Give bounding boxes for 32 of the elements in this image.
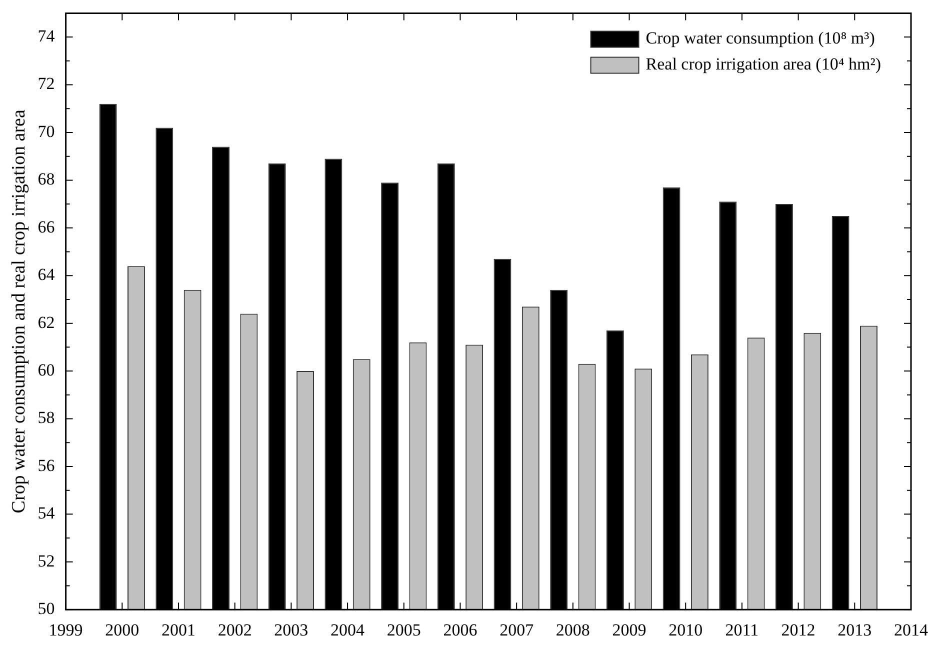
y-tick-label: 52	[38, 551, 55, 570]
y-axis-title: Crop water consumption and real crop irrigation area	[8, 109, 30, 514]
x-tick-label: 2000	[105, 620, 140, 640]
y-tick-label: 66	[38, 217, 55, 236]
x-tick-label: 2010	[668, 620, 703, 640]
y-tick-label: 58	[38, 408, 55, 428]
y-tick-label: 64	[38, 265, 56, 284]
x-tick-label: 2008	[556, 620, 590, 640]
x-tick-label: 2014	[894, 620, 928, 640]
y-tick-label: 62	[38, 312, 55, 332]
y-tick-label: 54	[38, 504, 56, 523]
y-tick-label: 68	[38, 170, 55, 189]
x-tick-label: 1999	[48, 620, 83, 640]
x-tick-label: 2003	[274, 620, 308, 640]
y-tick-label: 50	[38, 599, 55, 618]
y-tick-label: 60	[38, 360, 55, 380]
x-tick-label: 2007	[500, 620, 534, 640]
y-tick-label: 74	[38, 26, 56, 46]
x-tick-label: 2013	[838, 620, 872, 640]
x-tick-label: 2001	[161, 620, 196, 640]
x-tick-label: 2011	[725, 620, 759, 640]
y-tick-label: 70	[38, 122, 55, 141]
x-tick-label: 2006	[443, 620, 478, 640]
y-tick-label: 56	[38, 456, 55, 475]
x-tick-label: 2004	[330, 620, 366, 640]
y-tick-label: 72	[38, 74, 55, 94]
legend-label: Crop water consumption (10⁸ m³)	[646, 28, 875, 48]
x-tick-label: 2012	[781, 620, 816, 640]
legend-label: Real crop irrigation area (10⁴ hm²)	[646, 54, 882, 74]
x-tick-label: 2009	[612, 620, 646, 640]
x-tick-label: 2002	[218, 620, 252, 640]
x-tick-label: 2005	[386, 620, 421, 640]
